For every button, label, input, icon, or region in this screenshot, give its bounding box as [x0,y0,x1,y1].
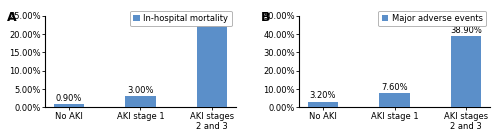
Text: 38.90%: 38.90% [450,26,482,35]
Bar [451,36,482,107]
Text: A: A [7,11,16,24]
Legend: Major adverse events: Major adverse events [378,11,486,26]
Bar [380,94,410,107]
Bar [308,102,338,107]
Text: B: B [261,11,270,24]
Bar [126,96,156,107]
Text: 3.20%: 3.20% [310,91,336,100]
Text: 0.90%: 0.90% [56,94,82,103]
Text: 3.00%: 3.00% [127,86,154,95]
Bar [54,104,84,107]
Bar [197,26,228,107]
Text: 7.60%: 7.60% [381,83,408,92]
Text: 22.20%: 22.20% [196,16,228,25]
Legend: In-hospital mortality: In-hospital mortality [130,11,232,26]
